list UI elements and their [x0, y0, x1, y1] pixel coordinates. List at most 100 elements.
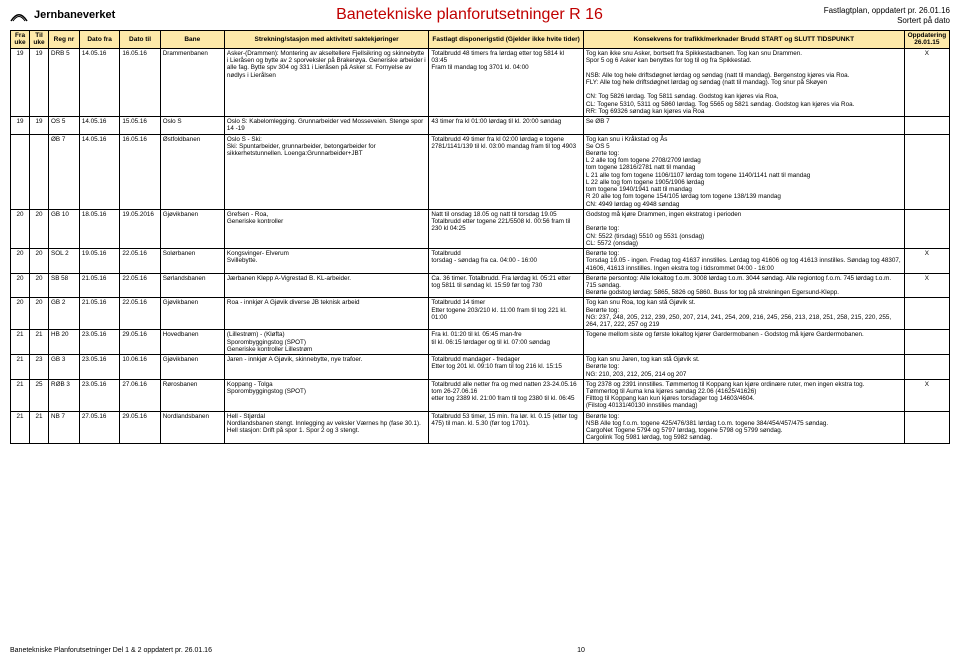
- page-title: Banetekniske planforutsetninger R 16: [115, 6, 823, 24]
- table-cell: [904, 117, 949, 134]
- table-cell: 20: [11, 298, 30, 330]
- table-cell: Kongsvinger- Elverum Svillebytte.: [224, 249, 428, 274]
- table-cell: Oslo S: [160, 117, 224, 134]
- table-cell: 27.05.16: [79, 411, 119, 443]
- table-cell: 21: [30, 330, 49, 355]
- table-cell: Ca. 36 timer. Totalbrudd. Fra lørdag kl.…: [429, 273, 584, 298]
- table-cell: Tog kan snu Jaren, tog kan stå Gjøvik st…: [583, 355, 904, 380]
- table-cell: Totalbrudd 14 timer Etter togene 203/210…: [429, 298, 584, 330]
- table-cell: X: [904, 379, 949, 411]
- table-cell: [904, 209, 949, 248]
- table-cell: 16.05.16: [120, 134, 160, 209]
- plan-table: Fra uke Til uke Reg nr Dato fra Dato til…: [10, 30, 950, 444]
- table-cell: 19.05.2016: [120, 209, 160, 248]
- table-body: 1919DRB 514.05.1616.05.16DrammenbanenAsk…: [11, 48, 950, 443]
- table-cell: [904, 298, 949, 330]
- table-cell: RØB 3: [49, 379, 80, 411]
- table-cell: 19: [11, 117, 30, 134]
- table-cell: 19: [30, 48, 49, 116]
- col-bane: Bane: [160, 31, 224, 49]
- table-cell: HB 20: [49, 330, 80, 355]
- table-cell: Oslo S: Kabelomlegging. Grunnarbeider ve…: [224, 117, 428, 134]
- table-cell: 21: [11, 411, 30, 443]
- table-cell: 20: [11, 249, 30, 274]
- table-cell: 21: [11, 379, 30, 411]
- brand-name: Jernbaneverket: [34, 9, 115, 21]
- table-cell: 29.05.16: [120, 330, 160, 355]
- table-cell: NB 7: [49, 411, 80, 443]
- table-row: 2020SOL 219.05.1622.05.16SolørbanenKongs…: [11, 249, 950, 274]
- table-cell: Solørbanen: [160, 249, 224, 274]
- table-cell: SOL 2: [49, 249, 80, 274]
- table-cell: 22.05.16: [120, 298, 160, 330]
- table-cell: Gjøvikbanen: [160, 298, 224, 330]
- table-cell: (Lillestrøm) - (Kløfta) Sporombyggingsto…: [224, 330, 428, 355]
- table-cell: 15.05.16: [120, 117, 160, 134]
- table-cell: 29.05.16: [120, 411, 160, 443]
- table-cell: Berørte tog: NSB Alle tog f.o.m. togene …: [583, 411, 904, 443]
- table-head: Fra uke Til uke Reg nr Dato fra Dato til…: [11, 31, 950, 49]
- table-cell: 14.05.16: [79, 117, 119, 134]
- table-row: 2020SB 5821.05.1622.05.16SørlandsbanenJæ…: [11, 273, 950, 298]
- table-cell: Totalbrudd mandager - fredager Etter tog…: [429, 355, 584, 380]
- table-cell: Fra kl. 01:20 til kl. 05:45 man-fre til …: [429, 330, 584, 355]
- table-cell: 23.05.16: [79, 330, 119, 355]
- table-cell: Jærbanen Klepp A-Vigrestad B. KL-arbeide…: [224, 273, 428, 298]
- table-cell: OS 5: [49, 117, 80, 134]
- table-cell: 14.05.16: [79, 134, 119, 209]
- col-disp: Fastlagt disponerigstid (Gjelder ikke hv…: [429, 31, 584, 49]
- table-cell: SB 58: [49, 273, 80, 298]
- table-cell: Roa - innkjør A Gjøvik diverse JB teknis…: [224, 298, 428, 330]
- col-reg-nr: Reg nr: [49, 31, 80, 49]
- table-cell: 20: [30, 209, 49, 248]
- table-cell: Tog kan ikke snu Asker, bortsett fra Spi…: [583, 48, 904, 116]
- footer-left: Banetekniske Planforutsetninger Del 1 & …: [10, 647, 212, 654]
- table-cell: Nordlandsbanen: [160, 411, 224, 443]
- table-cell: GB 10: [49, 209, 80, 248]
- table-cell: Jaren - innkjør A Gjøvik, skinnebytte, n…: [224, 355, 428, 380]
- col-oppdatering: Oppdatering 26.01.15: [904, 31, 949, 49]
- table-cell: 20: [30, 298, 49, 330]
- table-cell: X: [904, 249, 949, 274]
- table-cell: [904, 330, 949, 355]
- table-cell: DRB 5: [49, 48, 80, 116]
- table-cell: Totalbrudd torsdag - søndag fra ca. 04:0…: [429, 249, 584, 274]
- table-cell: Tog kan snu Roa, tog kan stå Gjøvik st. …: [583, 298, 904, 330]
- table-cell: Totalbrudd alle netter fra og med natten…: [429, 379, 584, 411]
- table-cell: Koppang - Tolga Sporombyggingstog (SPOT): [224, 379, 428, 411]
- table-cell: Oslo S - Ski: Ski: Spuntarbeider, grunna…: [224, 134, 428, 209]
- page-header: Jernbaneverket Banetekniske planforutset…: [10, 6, 950, 26]
- table-cell: 19: [11, 48, 30, 116]
- table-cell: 20: [30, 273, 49, 298]
- table-row: 2123GB 323.05.1610.06.16GjøvikbanenJaren…: [11, 355, 950, 380]
- table-cell: Togene mellom siste og første lokaltog k…: [583, 330, 904, 355]
- table-row: 1919DRB 514.05.1616.05.16DrammenbanenAsk…: [11, 48, 950, 116]
- table-cell: Østfoldbanen: [160, 134, 224, 209]
- table-cell: Rørosbanen: [160, 379, 224, 411]
- table-cell: Drammenbanen: [160, 48, 224, 116]
- table-cell: 27.06.16: [120, 379, 160, 411]
- jernbaneverket-logo-icon: [10, 6, 28, 24]
- table-cell: 22.05.16: [120, 273, 160, 298]
- table-cell: Berørte persontog: Alle lokaltog f.o.m. …: [583, 273, 904, 298]
- meta-line1: Fastlagtplan, oppdatert pr. 26.01.16: [824, 6, 950, 16]
- table-row: 2125RØB 323.05.1627.06.16RørosbanenKoppa…: [11, 379, 950, 411]
- page: Jernbaneverket Banetekniske planforutset…: [0, 0, 960, 658]
- table-cell: 10.06.16: [120, 355, 160, 380]
- table-cell: [904, 134, 949, 209]
- table-cell: 21.05.16: [79, 273, 119, 298]
- table-cell: 21: [11, 330, 30, 355]
- table-cell: 19: [30, 117, 49, 134]
- table-cell: Berørte tog: Torsdag 19.05 - ingen. Fred…: [583, 249, 904, 274]
- meta-line2: Sortert på dato: [824, 16, 950, 26]
- table-cell: GB 2: [49, 298, 80, 330]
- table-cell: X: [904, 48, 949, 116]
- table-cell: 23: [30, 355, 49, 380]
- table-row: 2121HB 2023.05.1629.05.16Hovedbanen(Lill…: [11, 330, 950, 355]
- col-konsekvens: Konsekvens for trafikk/merknader Brudd S…: [583, 31, 904, 49]
- table-cell: Gjøvikbanen: [160, 209, 224, 248]
- footer-page: 10: [212, 647, 950, 654]
- table-cell: Hell - Stjørdal Nordlandsbanen stengt. I…: [224, 411, 428, 443]
- table-cell: Se ØB 7: [583, 117, 904, 134]
- table-cell: 21: [30, 411, 49, 443]
